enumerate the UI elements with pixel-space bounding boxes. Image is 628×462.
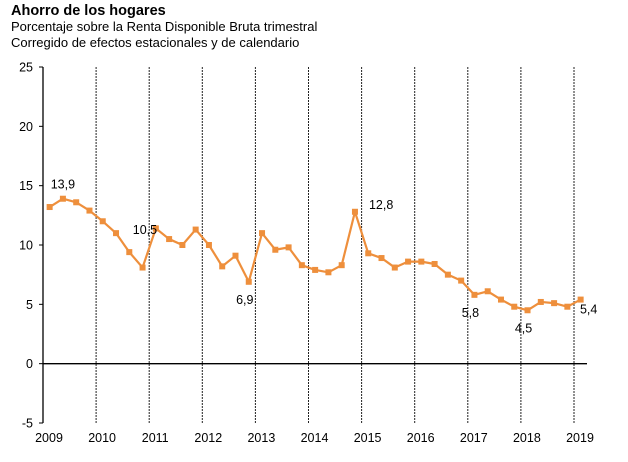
data-point-marker (179, 242, 186, 248)
data-label: 4,5 (515, 321, 532, 335)
data-label: 5,8 (462, 306, 479, 320)
data-point-marker (484, 288, 491, 295)
x-tick-label: 2012 (194, 431, 222, 445)
chart-title: Ahorro de los hogares (11, 3, 166, 19)
x-tick-label: 2010 (88, 431, 116, 445)
y-tick-label: -5 (22, 417, 33, 431)
data-point-marker (444, 271, 451, 278)
data-point-marker (285, 244, 292, 251)
data-point-marker (471, 291, 478, 298)
x-tick-label: 2013 (247, 431, 275, 445)
y-tick-label: 0 (26, 357, 33, 371)
data-point-marker (325, 269, 332, 276)
y-tick-label: 25 (19, 61, 33, 75)
annotations: 13,9 10,5 6,9 12,8 5,8 4,5 5,4 (51, 178, 598, 336)
data-point-marker (73, 199, 80, 206)
series-layer (46, 195, 584, 314)
data-point-marker (245, 278, 252, 285)
y-tick-label: 10 (19, 239, 33, 253)
data-point-marker (139, 264, 146, 271)
x-tick-label: 2015 (354, 431, 382, 445)
chart-subtitle-2: Corregido de efectos estacionales y de c… (11, 35, 300, 50)
x-tick-label: 2016 (407, 431, 435, 445)
data-point-marker (126, 249, 133, 256)
data-label: 5,4 (580, 303, 597, 317)
data-point-marker (564, 303, 571, 310)
data-point-marker (298, 262, 305, 269)
data-point-marker (418, 258, 425, 265)
data-point-marker (351, 208, 358, 215)
year-gridlines (95, 67, 575, 423)
data-point-marker (192, 226, 199, 233)
x-tick-label: 2011 (142, 431, 169, 445)
data-point-marker (338, 262, 345, 269)
data-point-marker (458, 277, 465, 284)
x-tick-label: 2014 (301, 431, 329, 445)
data-label: 13,9 (51, 178, 75, 192)
x-tick-label: 2017 (460, 431, 488, 445)
data-point-marker (232, 252, 239, 259)
data-point-marker (99, 218, 106, 225)
data-point-marker (537, 298, 544, 305)
data-point-marker (365, 250, 372, 257)
data-point-marker (59, 195, 66, 202)
data-point-marker (551, 300, 558, 307)
y-axis-ticks: 25 20 15 10 5 0 -5 (19, 61, 43, 431)
x-axis-ticks: 2009 2010 2011 2012 2013 2014 2015 2016 2017 2018… (35, 431, 594, 445)
data-point-marker (405, 258, 412, 265)
x-tick-label: 2019 (566, 431, 594, 445)
data-point-marker (378, 255, 385, 262)
data-label: 6,9 (236, 293, 253, 307)
data-point-marker (259, 230, 266, 237)
x-tick-label: 2018 (513, 431, 541, 445)
data-point-marker (497, 296, 504, 303)
data-point-marker (312, 266, 319, 273)
y-tick-label: 20 (19, 120, 33, 134)
data-point-marker (219, 263, 226, 270)
data-point-marker (391, 264, 398, 271)
data-point-marker (205, 242, 212, 248)
data-point-marker (431, 260, 438, 267)
data-point-marker (152, 225, 159, 232)
data-point-marker (46, 204, 53, 211)
x-tick-label: 2009 (35, 431, 63, 445)
data-point-marker (86, 207, 93, 214)
data-point-marker (272, 246, 279, 253)
y-tick-label: 15 (19, 179, 33, 193)
data-point-marker (577, 296, 584, 303)
data-point-marker (166, 236, 173, 243)
chart-subtitle-1: Porcentaje sobre la Renta Disponible Bru… (11, 19, 318, 34)
data-point-marker (511, 303, 518, 310)
data-point-marker (524, 307, 531, 314)
data-point-marker (113, 230, 120, 237)
data-label: 12,8 (369, 198, 393, 212)
data-label: 10,5 (133, 223, 157, 237)
y-tick-label: 5 (26, 298, 33, 312)
